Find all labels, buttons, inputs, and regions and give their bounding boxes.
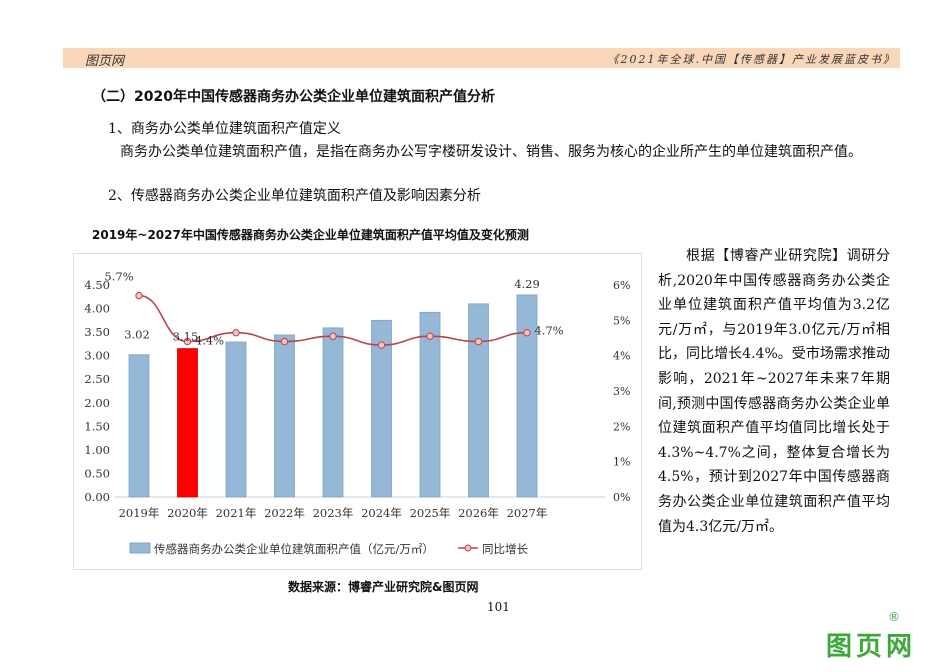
data-label: 4.29 [514, 277, 540, 291]
bar-2026年 [468, 303, 489, 498]
left-axis-tick: 2.50 [84, 372, 110, 386]
page-header: 图页网 《2021年全球.中国【传感器】产业发展蓝皮书》 [63, 48, 900, 69]
x-axis-tick: 2027年 [507, 506, 548, 520]
side-text: 根据【博睿产业研究院】调研分析,2020年中国传感器商务办公类企业单位建筑面积产… [658, 248, 890, 535]
bar-2024年 [371, 319, 392, 498]
bar-2021年 [225, 341, 247, 498]
growth-point-2026年 [474, 337, 483, 346]
bar-2025年 [419, 311, 441, 498]
right-axis-tick: 2% [613, 420, 630, 433]
bar-2019年 [128, 354, 150, 498]
x-axis-tick: 2025年 [410, 506, 451, 520]
right-axis-tick: 5% [613, 314, 630, 327]
x-axis-tick: 2020年 [167, 506, 208, 520]
chart-title: 2019年~2027年中国传感器商务办公类企业单位建筑面积产值平均值及变化预测 [92, 228, 529, 242]
legend-bar-swatch [129, 542, 151, 554]
data-label: 4.7% [534, 324, 563, 338]
data-label: 4.4% [195, 334, 224, 348]
left-axis-tick: 4.00 [84, 302, 110, 316]
growth-point-2023年 [329, 332, 337, 340]
growth-point-2025年 [426, 332, 434, 340]
subheading-1: 1、商务办公类单位建筑面积产值定义 [108, 121, 341, 137]
registered-mark: ® [888, 610, 900, 624]
left-axis-tick: 0.50 [84, 466, 110, 480]
right-axis-tick: 6% [613, 279, 630, 292]
paragraph-1: 商务办公类单位建筑面积产值，是指在商务办公写字楼研发设计、销售、服务为核心的企业… [120, 144, 862, 160]
left-axis-tick: 1.50 [84, 419, 110, 433]
bar-2027年 [516, 294, 538, 498]
left-axis-tick: 3.00 [84, 349, 110, 363]
growth-point-2021年 [232, 329, 240, 337]
bar-2020年 [177, 348, 198, 498]
growth-point-2020年 [183, 337, 192, 346]
legend-line-marker [464, 544, 472, 552]
left-axis-tick: 1.00 [84, 443, 110, 457]
left-axis-tick: 0.00 [84, 490, 110, 504]
x-axis-tick: 2026年 [458, 506, 499, 520]
x-axis-tick: 2022年 [264, 506, 305, 520]
x-axis-tick: 2023年 [313, 506, 354, 520]
right-axis-tick: 0% [613, 491, 630, 504]
header-left: 图页网 [85, 54, 125, 69]
bar-2023年 [322, 327, 344, 498]
header-right: 《2021年全球.中国【传感器】产业发展蓝皮书》 [607, 53, 896, 66]
growth-point-2019年 [135, 291, 143, 300]
growth-point-2024年 [377, 341, 386, 349]
left-axis-tick: 4.50 [84, 278, 110, 292]
source-note: 数据来源：博睿产业研究院&图页网 [288, 580, 479, 594]
right-axis-tick: 4% [613, 350, 630, 363]
right-axis-tick: 1% [613, 456, 630, 469]
x-axis-tick: 2021年 [216, 506, 257, 520]
data-label: 3.02 [124, 328, 150, 342]
x-axis-tick: 2019年 [119, 506, 160, 520]
right-axis-tick: 3% [613, 385, 630, 398]
bar-2022年 [274, 334, 295, 498]
page-number: 101 [487, 600, 510, 614]
legend-line-label: 同比增长 [482, 542, 528, 556]
left-axis-tick: 2.00 [84, 396, 110, 410]
growth-point-2022年 [280, 337, 289, 346]
data-label: 3.15 [173, 330, 199, 344]
watermark-logo: 图页网 [826, 632, 917, 662]
legend-bar-label: 传感器商务办公类企业单位建筑面积产值（亿元/万㎡） [154, 542, 434, 556]
section-title: （二）2020年中国传感器商务办公类企业单位建筑面积产值分析 [92, 89, 495, 105]
chart-frame [73, 253, 642, 570]
growth-point-2027年 [523, 329, 531, 337]
left-axis-tick: 3.50 [84, 325, 110, 339]
x-axis-tick: 2024年 [361, 506, 402, 520]
subheading-2: 2、传感器商务办公类企业单位建筑面积产值及影响因素分析 [108, 188, 481, 204]
data-label: 5.7% [104, 270, 133, 284]
